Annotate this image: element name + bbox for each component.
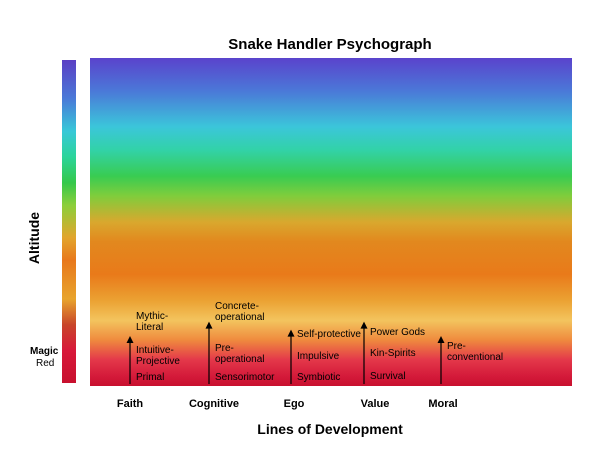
- chart-title: Snake Handler Psychograph: [228, 36, 432, 53]
- x-axis-label: Lines of Development: [257, 421, 403, 437]
- level-label: Mythic- Literal: [136, 310, 169, 333]
- level-label: Power Gods: [370, 326, 426, 338]
- altitude-color-field: [90, 58, 572, 386]
- category-moral: Moral: [428, 398, 458, 410]
- arrow-head-cognitive: [205, 321, 213, 329]
- arrow-head-faith: [126, 336, 134, 343]
- arrow-head-value: [360, 321, 368, 329]
- level-label: Self-protective: [297, 328, 361, 340]
- scale-label-red: Red: [36, 358, 55, 369]
- level-label: Pre- conventional: [447, 341, 504, 363]
- scale-label-magic: Magic: [30, 346, 59, 357]
- category-faith: Faith: [116, 398, 144, 410]
- arrow-head-moral: [437, 336, 445, 343]
- category-ego: Ego: [283, 398, 305, 410]
- category-value: Value: [360, 398, 390, 410]
- altitude-color-scale: [62, 60, 76, 383]
- arrow-head-ego: [287, 329, 295, 337]
- level-label: Intuitive- Projective: [136, 345, 180, 367]
- level-label: Kin-Spirits: [370, 348, 416, 360]
- level-label: Pre- operational: [215, 342, 265, 365]
- level-label: Sensorimotor: [215, 372, 275, 384]
- level-label: Concrete- operational: [215, 301, 265, 323]
- level-label: Symbiotic: [297, 372, 341, 384]
- level-label: Survival: [370, 370, 406, 382]
- level-label: Impulsive: [297, 350, 340, 362]
- level-label: Primal: [136, 372, 165, 384]
- category-cognitive: Cognitive: [188, 398, 240, 410]
